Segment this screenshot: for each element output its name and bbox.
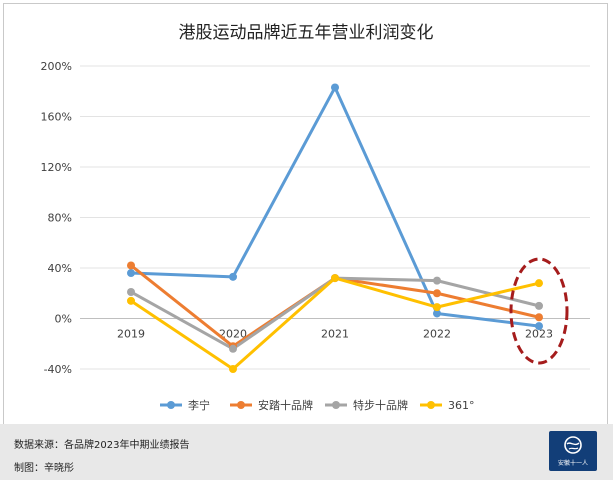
data-point <box>229 272 237 281</box>
data-point <box>535 279 543 288</box>
line-chart: 港股运动品牌近五年营业利润变化 200% 160% 120% 80% 40% 0% -40%… <box>41 23 590 412</box>
data-point <box>229 365 237 373</box>
legend-label: 安踏十品牌 <box>258 398 313 412</box>
y-tick-label: -40% <box>44 363 72 376</box>
grid-lines <box>80 65 590 370</box>
legend-label: 李宁 <box>188 398 210 412</box>
data-point <box>433 309 441 318</box>
source-note: 数据来源：各品牌2023年中期业绩报告 <box>14 440 190 451</box>
legend-marker <box>427 401 435 409</box>
legend-marker <box>167 401 175 409</box>
x-axis-ticks: 2019 2020 2021 2022 2023 <box>117 328 553 341</box>
y-tick-label: 0% <box>55 313 72 326</box>
data-point <box>127 269 135 278</box>
legend-marker <box>332 401 340 409</box>
publisher-logo: 安徽十一人 <box>549 431 597 471</box>
x-tick-label: 2022 <box>423 328 451 341</box>
data-point <box>433 276 441 285</box>
logo-text: 安徽十一人 <box>557 460 588 467</box>
legend-label: 361° <box>448 399 475 412</box>
legend-marker <box>237 401 245 409</box>
footer: 数据来源：各品牌2023年中期业绩报告 制图：辛晓彤 <box>0 424 613 480</box>
data-point <box>331 83 339 92</box>
data-point <box>331 274 339 283</box>
highlight-ellipse-shape <box>509 257 569 365</box>
data-point <box>535 313 543 322</box>
chart-title: 港股运动品牌近五年营业利润变化 <box>179 23 434 43</box>
y-tick-label: 80% <box>48 212 72 225</box>
legend-item: 特步十品牌 <box>325 398 408 412</box>
x-tick-label: 2021 <box>321 328 349 341</box>
globe-icon <box>564 436 582 454</box>
y-tick-label: 40% <box>48 262 72 275</box>
highlight-ellipse <box>509 257 569 365</box>
series-markers <box>127 83 543 373</box>
data-point <box>535 301 543 310</box>
legend: 李宁 安踏十品牌 特步十品牌 361° <box>160 398 475 412</box>
data-point <box>127 287 135 296</box>
data-point <box>127 296 135 305</box>
y-axis-ticks: 200% 160% 120% 80% 40% 0% -40% <box>41 60 72 376</box>
data-point <box>433 289 441 298</box>
author-note: 制图：辛晓彤 <box>14 463 74 474</box>
y-tick-label: 120% <box>41 161 72 174</box>
legend-item: 安踏十品牌 <box>230 398 313 412</box>
data-point <box>535 322 543 331</box>
data-point <box>433 303 441 312</box>
y-tick-label: 200% <box>41 60 72 73</box>
x-tick-label: 2019 <box>117 328 145 341</box>
legend-item: 361° <box>420 399 475 412</box>
x-tick-label: 2020 <box>219 328 247 341</box>
y-tick-label: 160% <box>41 111 72 124</box>
legend-item: 李宁 <box>160 398 210 412</box>
data-point <box>229 344 237 353</box>
data-point <box>127 261 135 270</box>
x-tick-label: 2023 <box>525 328 553 341</box>
legend-label: 特步十品牌 <box>353 398 408 412</box>
